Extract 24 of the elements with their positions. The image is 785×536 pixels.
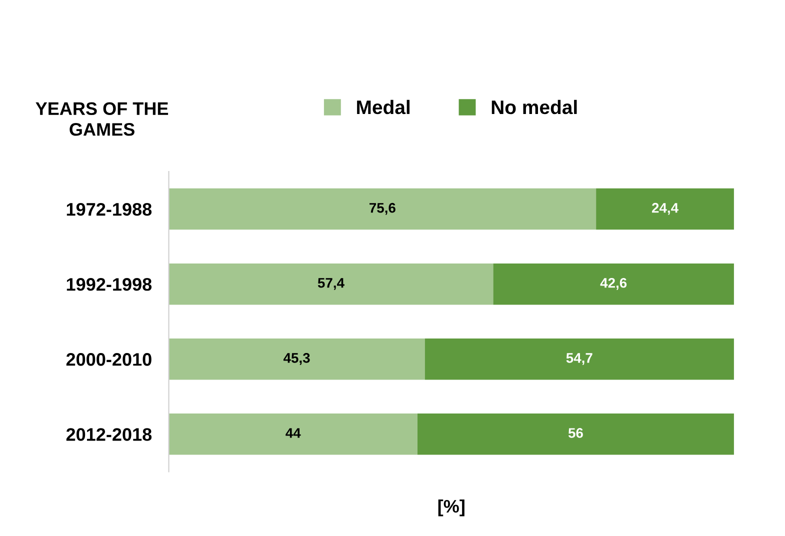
bar — [493, 263, 734, 305]
data-label: 44 — [286, 428, 301, 438]
legend-label: No medal — [492, 100, 577, 114]
x-axis-title: [%] — [438, 499, 464, 516]
data-label: 57,4 — [318, 278, 344, 290]
y-tick-label: 2012-2018 — [66, 428, 152, 441]
bar — [596, 188, 734, 230]
bar — [417, 414, 734, 455]
y-tick-label: 1972-1988 — [66, 202, 152, 216]
data-label: 54,7 — [566, 353, 592, 365]
data-label: 42,6 — [600, 278, 627, 290]
data-label: 56 — [568, 428, 583, 438]
bar — [168, 263, 494, 305]
bar — [168, 188, 596, 230]
y-axis-title: YEARS OF THE GAMES — [36, 102, 168, 136]
bar — [168, 414, 418, 455]
y-tick-label: 1992-1998 — [66, 278, 152, 291]
data-label: 75,6 — [370, 202, 396, 215]
bar — [168, 338, 425, 380]
data-label: 45,3 — [283, 353, 310, 365]
bar — [424, 338, 734, 380]
y-tick-label: 2000-2010 — [66, 353, 152, 366]
data-label: 24,4 — [652, 202, 678, 215]
legend-label: Medal — [357, 100, 410, 114]
